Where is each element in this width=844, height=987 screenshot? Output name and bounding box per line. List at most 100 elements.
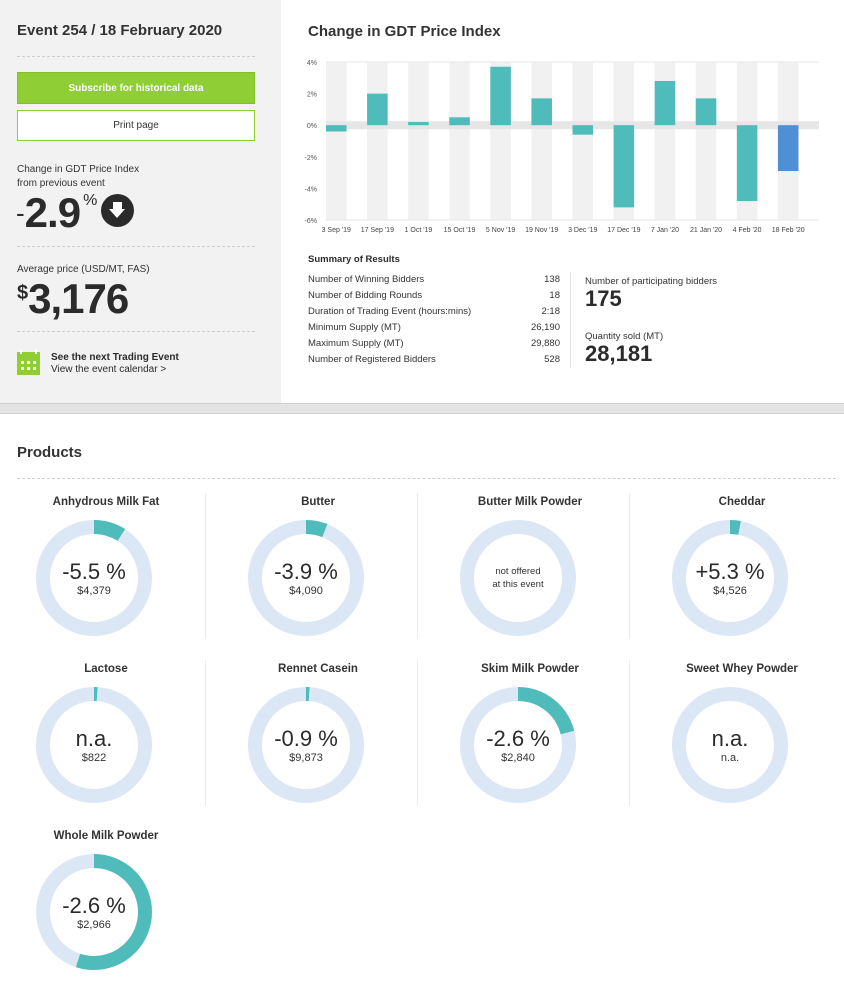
divider bbox=[17, 331, 255, 332]
chart-bar[interactable] bbox=[695, 98, 717, 126]
print-page-button[interactable]: Print page bbox=[17, 110, 255, 141]
summary-row-label: Number of Winning Bidders bbox=[308, 274, 425, 285]
arrow-down-circle-icon bbox=[101, 194, 135, 227]
product-price: $2,966 bbox=[77, 919, 111, 931]
summary-row-value: 18 bbox=[549, 290, 560, 301]
next-event-link[interactable]: See the next Trading Event View the even… bbox=[17, 350, 179, 376]
product-card[interactable]: Anhydrous Milk Fat -5.5 % $4,379 bbox=[0, 493, 212, 643]
y-tick-label: 0% bbox=[307, 123, 317, 130]
product-donut bbox=[460, 687, 576, 803]
summary-row-value: 2:18 bbox=[541, 306, 561, 317]
chart-bar[interactable] bbox=[326, 125, 347, 132]
donut-fill bbox=[36, 687, 152, 803]
chart-column-bg bbox=[326, 62, 347, 220]
change-label-line1: Change in GDT Price Index bbox=[17, 164, 140, 175]
chart-bar[interactable] bbox=[654, 80, 676, 126]
change-value: - 2.9 % bbox=[16, 192, 135, 234]
donut-center: -2.6 % $2,966 bbox=[36, 854, 152, 970]
donut-track bbox=[672, 687, 788, 803]
donut-center: not offered at this event bbox=[460, 520, 576, 636]
product-price: $4,526 bbox=[713, 585, 747, 597]
product-name: Rennet Casein bbox=[278, 663, 358, 675]
product-price: $9,873 bbox=[289, 752, 323, 764]
chart-column-bg bbox=[408, 62, 429, 220]
product-change: n.a. bbox=[75, 726, 113, 751]
donut-center: +5.3 % $4,526 bbox=[672, 520, 788, 636]
product-card[interactable]: Butter Milk Powder not offered at this eve… bbox=[424, 493, 636, 643]
product-card[interactable]: Cheddar +5.3 % $4,526 bbox=[636, 493, 844, 643]
product-card[interactable]: Whole Milk Powder -2.6 % $2,966 bbox=[0, 827, 212, 977]
donut-fill bbox=[248, 687, 364, 803]
donut-fill bbox=[248, 520, 364, 636]
divider bbox=[17, 246, 255, 247]
product-name: Cheddar bbox=[718, 496, 766, 508]
product-name: Lactose bbox=[84, 663, 128, 675]
x-tick-label: 15 Oct '19 bbox=[444, 227, 476, 234]
product-donut bbox=[36, 520, 152, 636]
product-card[interactable]: Rennet Casein -0.9 % $9,873 bbox=[212, 660, 424, 810]
chart-column-bg bbox=[449, 62, 470, 220]
chart-bar[interactable] bbox=[408, 122, 429, 126]
chart-column-bg bbox=[572, 62, 594, 220]
section-separator bbox=[0, 403, 844, 414]
donut-fill bbox=[460, 687, 576, 803]
subscribe-button[interactable]: Subscribe for historical data bbox=[17, 72, 255, 104]
x-tick-label: 7 Jan '20 bbox=[651, 227, 679, 234]
product-donut bbox=[36, 687, 152, 803]
chart-bar[interactable] bbox=[490, 66, 511, 126]
chart-bar[interactable] bbox=[449, 117, 470, 126]
change-label: Change in GDT Price Index from previous … bbox=[17, 163, 139, 191]
product-donut bbox=[672, 687, 788, 803]
product-change: -2.6 % bbox=[62, 893, 126, 918]
products-title: Products bbox=[17, 444, 83, 461]
chart-bar[interactable] bbox=[531, 98, 552, 126]
price-index-chart: 4% 2% 0% -2% -4% -6% 3 Sep '19 17 Sep '19 1 Oct … bbox=[305, 60, 819, 234]
quantity-sold: Quantity sold (MT) 28,181 bbox=[585, 331, 663, 366]
product-change: n.a. bbox=[711, 726, 749, 751]
not-offered-message: at this event bbox=[492, 579, 544, 590]
calendar-icon bbox=[17, 350, 40, 375]
summary-row: Maximum Supply (MT) 29,880 bbox=[308, 336, 560, 352]
divider bbox=[205, 660, 206, 806]
donut-track bbox=[460, 520, 576, 636]
product-card[interactable]: Sweet Whey Powder n.a. n.a. bbox=[636, 660, 844, 810]
summary-table: Number of Winning Bidders 138 Number of Bi… bbox=[308, 272, 560, 368]
summary-row: Number of Winning Bidders 138 bbox=[308, 272, 560, 288]
summary-row-label: Number of Bidding Rounds bbox=[308, 290, 423, 301]
product-change: -0.9 % bbox=[274, 726, 338, 751]
next-event-title[interactable]: See the next Trading Event bbox=[51, 352, 179, 363]
summary-row: Duration of Trading Event (hours:mins) 2:… bbox=[308, 304, 560, 320]
average-price-number: 3,176 bbox=[28, 275, 129, 322]
product-donut bbox=[672, 520, 788, 636]
product-donut bbox=[460, 520, 576, 636]
summary-title: Summary of Results bbox=[308, 254, 400, 265]
chart-bar[interactable] bbox=[736, 125, 758, 202]
x-tick-label: 21 Jan '20 bbox=[690, 227, 722, 234]
donut-fill bbox=[36, 520, 152, 636]
product-card[interactable]: Butter -3.9 % $4,090 bbox=[212, 493, 424, 643]
divider bbox=[570, 272, 571, 368]
x-tick-label: 19 Nov '19 bbox=[525, 227, 558, 234]
chart-bar[interactable] bbox=[572, 125, 594, 135]
chart-bar[interactable] bbox=[367, 93, 388, 126]
y-tick-label: 4% bbox=[307, 60, 317, 67]
participating-bidders: Number of participating bidders 175 bbox=[585, 276, 717, 311]
event-calendar-link[interactable]: View the event calendar > bbox=[51, 364, 167, 375]
product-price: $822 bbox=[81, 752, 107, 764]
product-price: $4,379 bbox=[77, 585, 111, 597]
x-tick-label: 17 Dec '19 bbox=[607, 227, 640, 234]
divider bbox=[205, 493, 206, 639]
chart-title: Change in GDT Price Index bbox=[308, 23, 501, 40]
summary-row-label: Maximum Supply (MT) bbox=[308, 338, 404, 349]
product-card[interactable]: Lactose n.a. $822 bbox=[0, 660, 212, 810]
donut-center: -5.5 % $4,379 bbox=[36, 520, 152, 636]
product-price: $4,090 bbox=[289, 585, 323, 597]
x-tick-label: 18 Feb '20 bbox=[772, 227, 805, 234]
product-card[interactable]: Skim Milk Powder -2.6 % $2,840 bbox=[424, 660, 636, 810]
event-sidebar: Event 254 / 18 February 2020 Subscribe f… bbox=[0, 0, 281, 403]
chart-bar[interactable] bbox=[777, 125, 799, 172]
chart-bar[interactable] bbox=[613, 125, 635, 208]
divider bbox=[17, 478, 836, 479]
donut-fill bbox=[672, 520, 788, 636]
donut-center: -3.9 % $4,090 bbox=[248, 520, 364, 636]
